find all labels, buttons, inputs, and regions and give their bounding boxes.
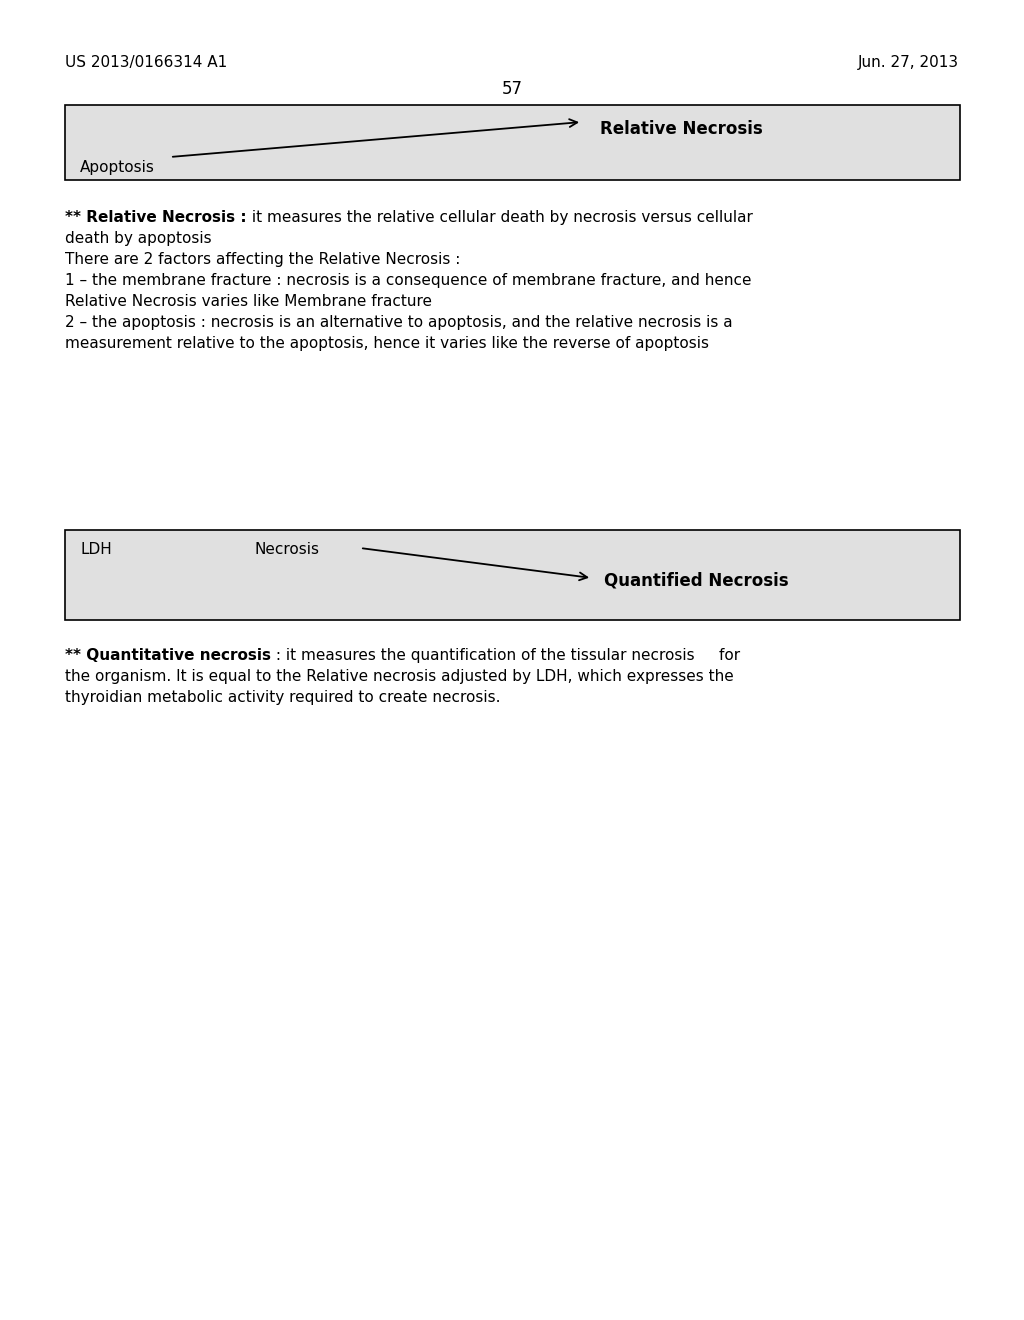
Text: Apoptosis: Apoptosis <box>80 160 155 176</box>
Text: ** Quantitative necrosis: ** Quantitative necrosis <box>65 648 271 663</box>
Text: ** Relative Necrosis :: ** Relative Necrosis : <box>65 210 247 224</box>
Text: Necrosis: Necrosis <box>255 543 319 557</box>
Text: Quantified Necrosis: Quantified Necrosis <box>604 572 788 589</box>
Text: it measures the relative cellular death by necrosis versus cellular: it measures the relative cellular death … <box>247 210 753 224</box>
Text: the organism. It is equal to the Relative necrosis adjusted by LDH, which expres: the organism. It is equal to the Relativ… <box>65 669 734 684</box>
Text: US 2013/0166314 A1: US 2013/0166314 A1 <box>65 55 227 70</box>
Text: death by apoptosis: death by apoptosis <box>65 231 212 246</box>
Text: measurement relative to the apoptosis, hence it varies like the reverse of apopt: measurement relative to the apoptosis, h… <box>65 337 709 351</box>
Text: Jun. 27, 2013: Jun. 27, 2013 <box>858 55 959 70</box>
Text: : it measures the quantification of the tissular necrosis     for: : it measures the quantification of the … <box>271 648 740 663</box>
Text: 2 – the apoptosis : necrosis is an alternative to apoptosis, and the relative ne: 2 – the apoptosis : necrosis is an alter… <box>65 315 732 330</box>
Text: 1 – the membrane fracture : necrosis is a consequence of membrane fracture, and : 1 – the membrane fracture : necrosis is … <box>65 273 752 288</box>
Text: Relative Necrosis varies like Membrane fracture: Relative Necrosis varies like Membrane f… <box>65 294 432 309</box>
Bar <box>65 531 961 620</box>
Text: thyroidian metabolic activity required to create necrosis.: thyroidian metabolic activity required t… <box>65 690 501 705</box>
Text: There are 2 factors affecting the Relative Necrosis :: There are 2 factors affecting the Relati… <box>65 252 461 267</box>
Bar <box>65 106 961 180</box>
Text: Relative Necrosis: Relative Necrosis <box>600 120 763 139</box>
Text: 57: 57 <box>502 81 522 98</box>
Text: LDH: LDH <box>80 543 112 557</box>
